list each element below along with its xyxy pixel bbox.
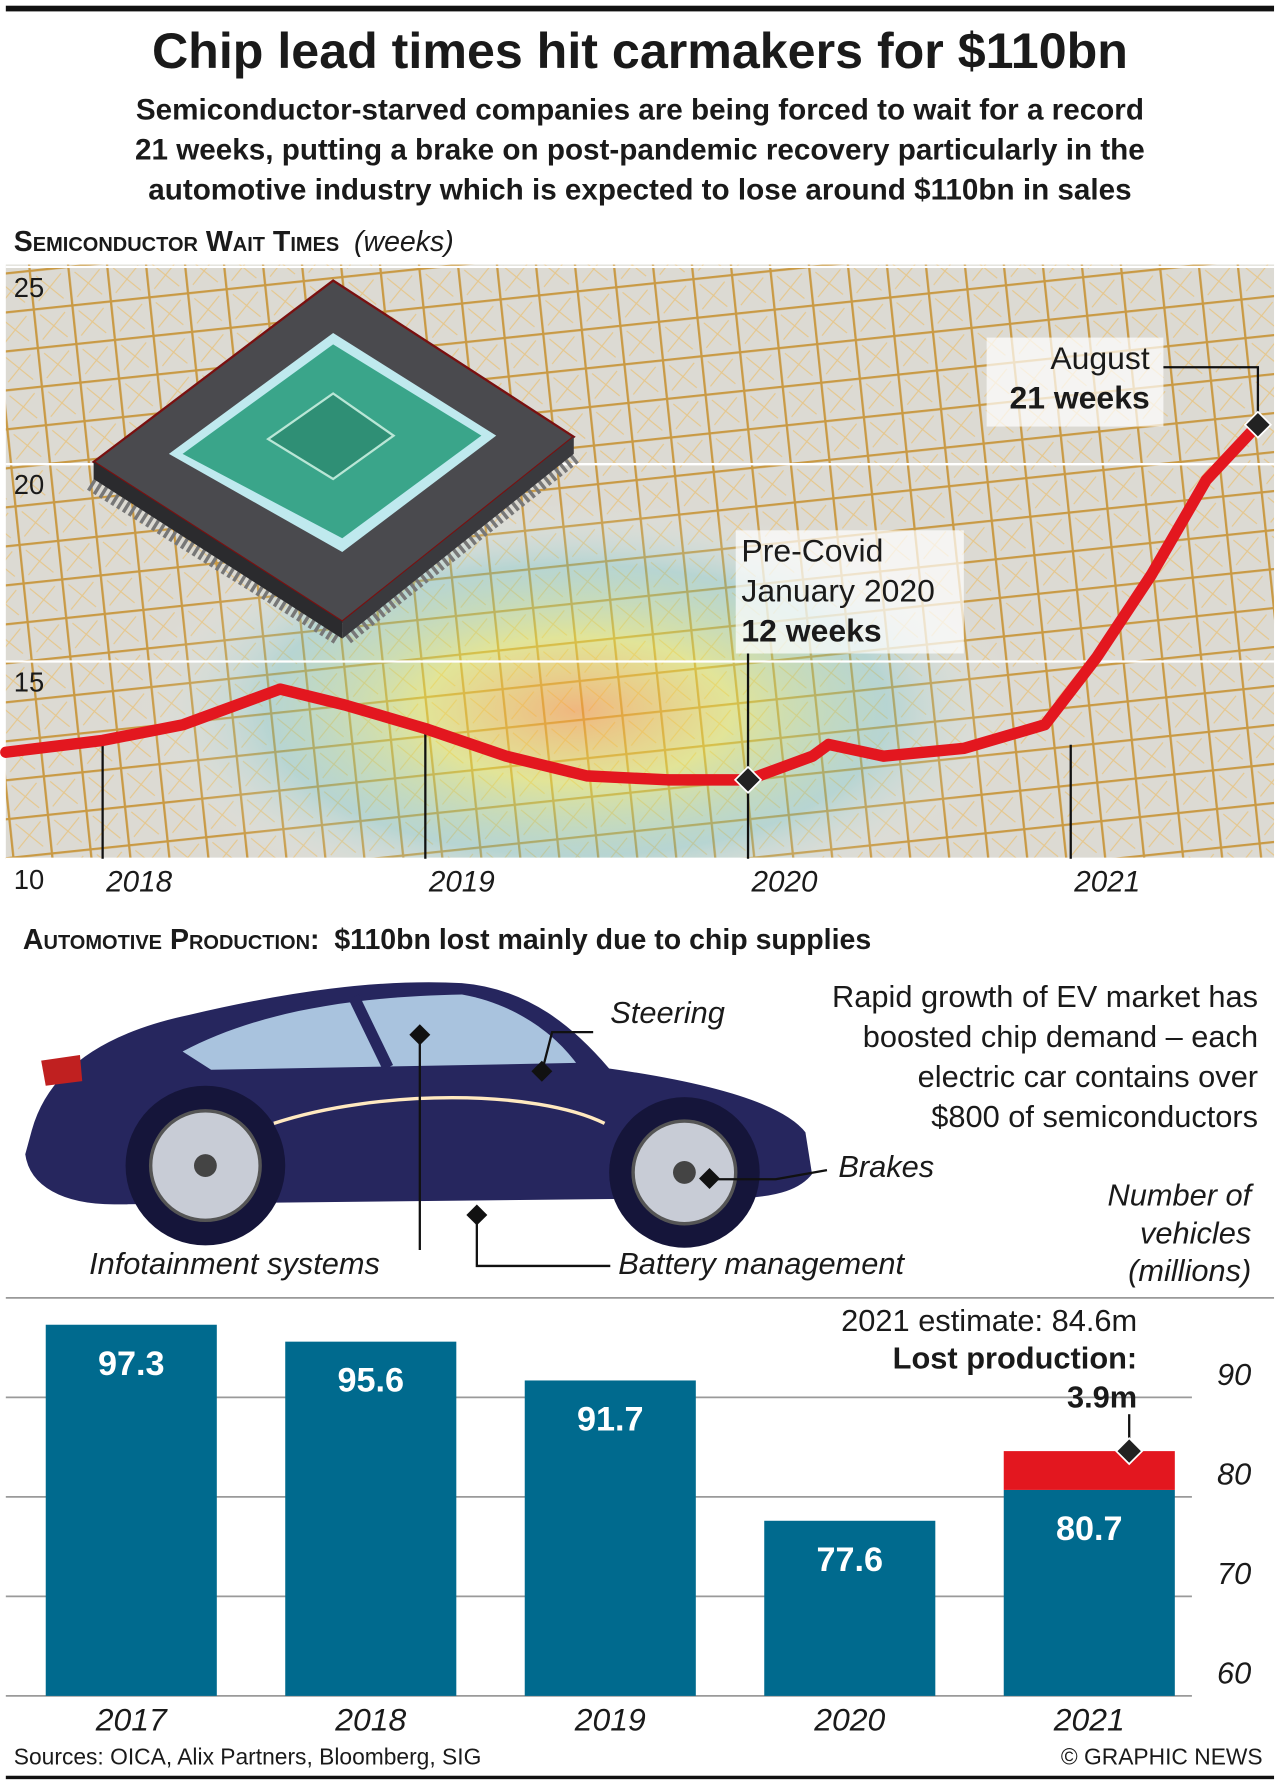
value-label: 97.3 [98,1345,165,1383]
point-marker [1115,1437,1144,1466]
bar [1003,1451,1175,1490]
x-tick-label: 2019 [574,1702,646,1738]
point-marker [1243,410,1273,439]
car-label: Brakes [838,1149,934,1184]
value-label: 80.7 [1056,1510,1123,1548]
y-tick-label: 20 [14,469,44,500]
credit: © GRAPHIC NEWS [1061,1744,1263,1770]
car-label: Battery management [618,1246,905,1281]
x-tick-label: 2020 [813,1702,885,1738]
annotation: Lost production: [893,1341,1138,1376]
chart-unit: (weeks) [354,225,454,257]
x-tick-label: 2020 [751,866,818,899]
y-tick-label: 70 [1217,1556,1251,1591]
callout-marker [409,1024,431,1046]
title: Chip lead times hit carmakers for $110bn [152,23,1128,79]
point-marker [733,765,763,794]
car-label: Infotainment systems [89,1246,380,1281]
bar [524,1380,696,1696]
chart-title: Automotive Production: [23,923,320,955]
annotation: August [1050,340,1150,376]
car-window [182,994,577,1070]
value-label: 91.7 [577,1401,644,1439]
chip-side [93,461,343,639]
annotation: Pre-Covid [741,533,883,569]
annotation: 21 weeks [1009,380,1149,416]
chart-subtitle: $110bn lost mainly due to chip supplies [334,923,871,955]
top-rule [5,5,1275,12]
bottom-rule [5,1775,1275,1780]
car-illustration [20,977,828,1268]
y-tick-label: 60 [1217,1656,1251,1691]
annotation: January 2020 [741,572,934,608]
y-tick-label: 80 [1217,1456,1251,1491]
subtitle: 21 weeks, putting a brake on post-pandem… [135,134,1145,167]
car-taillight [41,1054,83,1086]
axis-label: vehicles [1140,1215,1251,1250]
annotation-box [735,530,964,654]
leader-line [709,1169,828,1181]
bar [45,1324,217,1696]
annotation: 2021 estimate: 84.6m [841,1303,1137,1338]
x-tick-label: 2017 [95,1702,168,1738]
callout-marker [699,1167,720,1189]
leader-line [540,1030,594,1073]
x-tick-label: 2018 [105,866,172,899]
x-tick-label: 2019 [428,866,495,899]
car-label: Steering [610,995,725,1030]
x-tick-label: 2021 [1053,1702,1125,1738]
subtitle: Semiconductor-starved companies are bein… [136,94,1144,127]
y-tick-label: 15 [14,667,44,698]
car-hub [673,1161,696,1184]
bar [285,1341,457,1696]
y-tick-label: 10 [14,864,44,895]
bar [1003,1489,1175,1696]
note: boosted chip demand – each [863,1019,1258,1054]
value-label: 95.6 [337,1362,404,1400]
leader-line [475,1215,611,1268]
chart-heading: Semiconductor Wait Times (weeks) [14,225,454,257]
sources: Sources: OICA, Alix Partners, Bloomberg,… [14,1744,482,1770]
chip-side [342,436,574,639]
car-pillar [348,994,394,1070]
car-hub [194,1154,217,1177]
note: $800 of semiconductors [931,1099,1258,1134]
bar [764,1520,936,1696]
callout-marker [466,1204,488,1226]
leader-line [1163,366,1260,425]
chip-core [266,392,396,481]
chart-heading: Automotive Production: $110bn lost mainl… [23,923,871,955]
line-plot: 10 15 20 25 2018 2019 2020 2021 Pre-CovidJanuary… [0,272,1273,899]
note: Rapid growth of EV market has [832,979,1258,1014]
value-label: 77.6 [816,1541,883,1579]
axis-label: Number of [1108,1178,1255,1213]
chip-illustration [86,279,582,650]
x-tick-label: 2018 [334,1702,406,1738]
grid-layer [5,265,1275,860]
subtitle: automotive industry which is expected to… [148,173,1131,206]
annotation-box [986,337,1164,427]
axis-label: (millions) [1128,1253,1251,1288]
chart-title: Semiconductor Wait Times [14,225,339,257]
y-tick-label: 90 [1217,1357,1251,1392]
x-tick-label: 2021 [1073,866,1140,899]
annotation: 12 weeks [741,612,881,648]
value-label: 3.9m [1067,1380,1137,1415]
y-tick-label: 25 [14,272,44,303]
car-highlight [273,1096,606,1126]
note: electric car contains over [918,1059,1258,1094]
